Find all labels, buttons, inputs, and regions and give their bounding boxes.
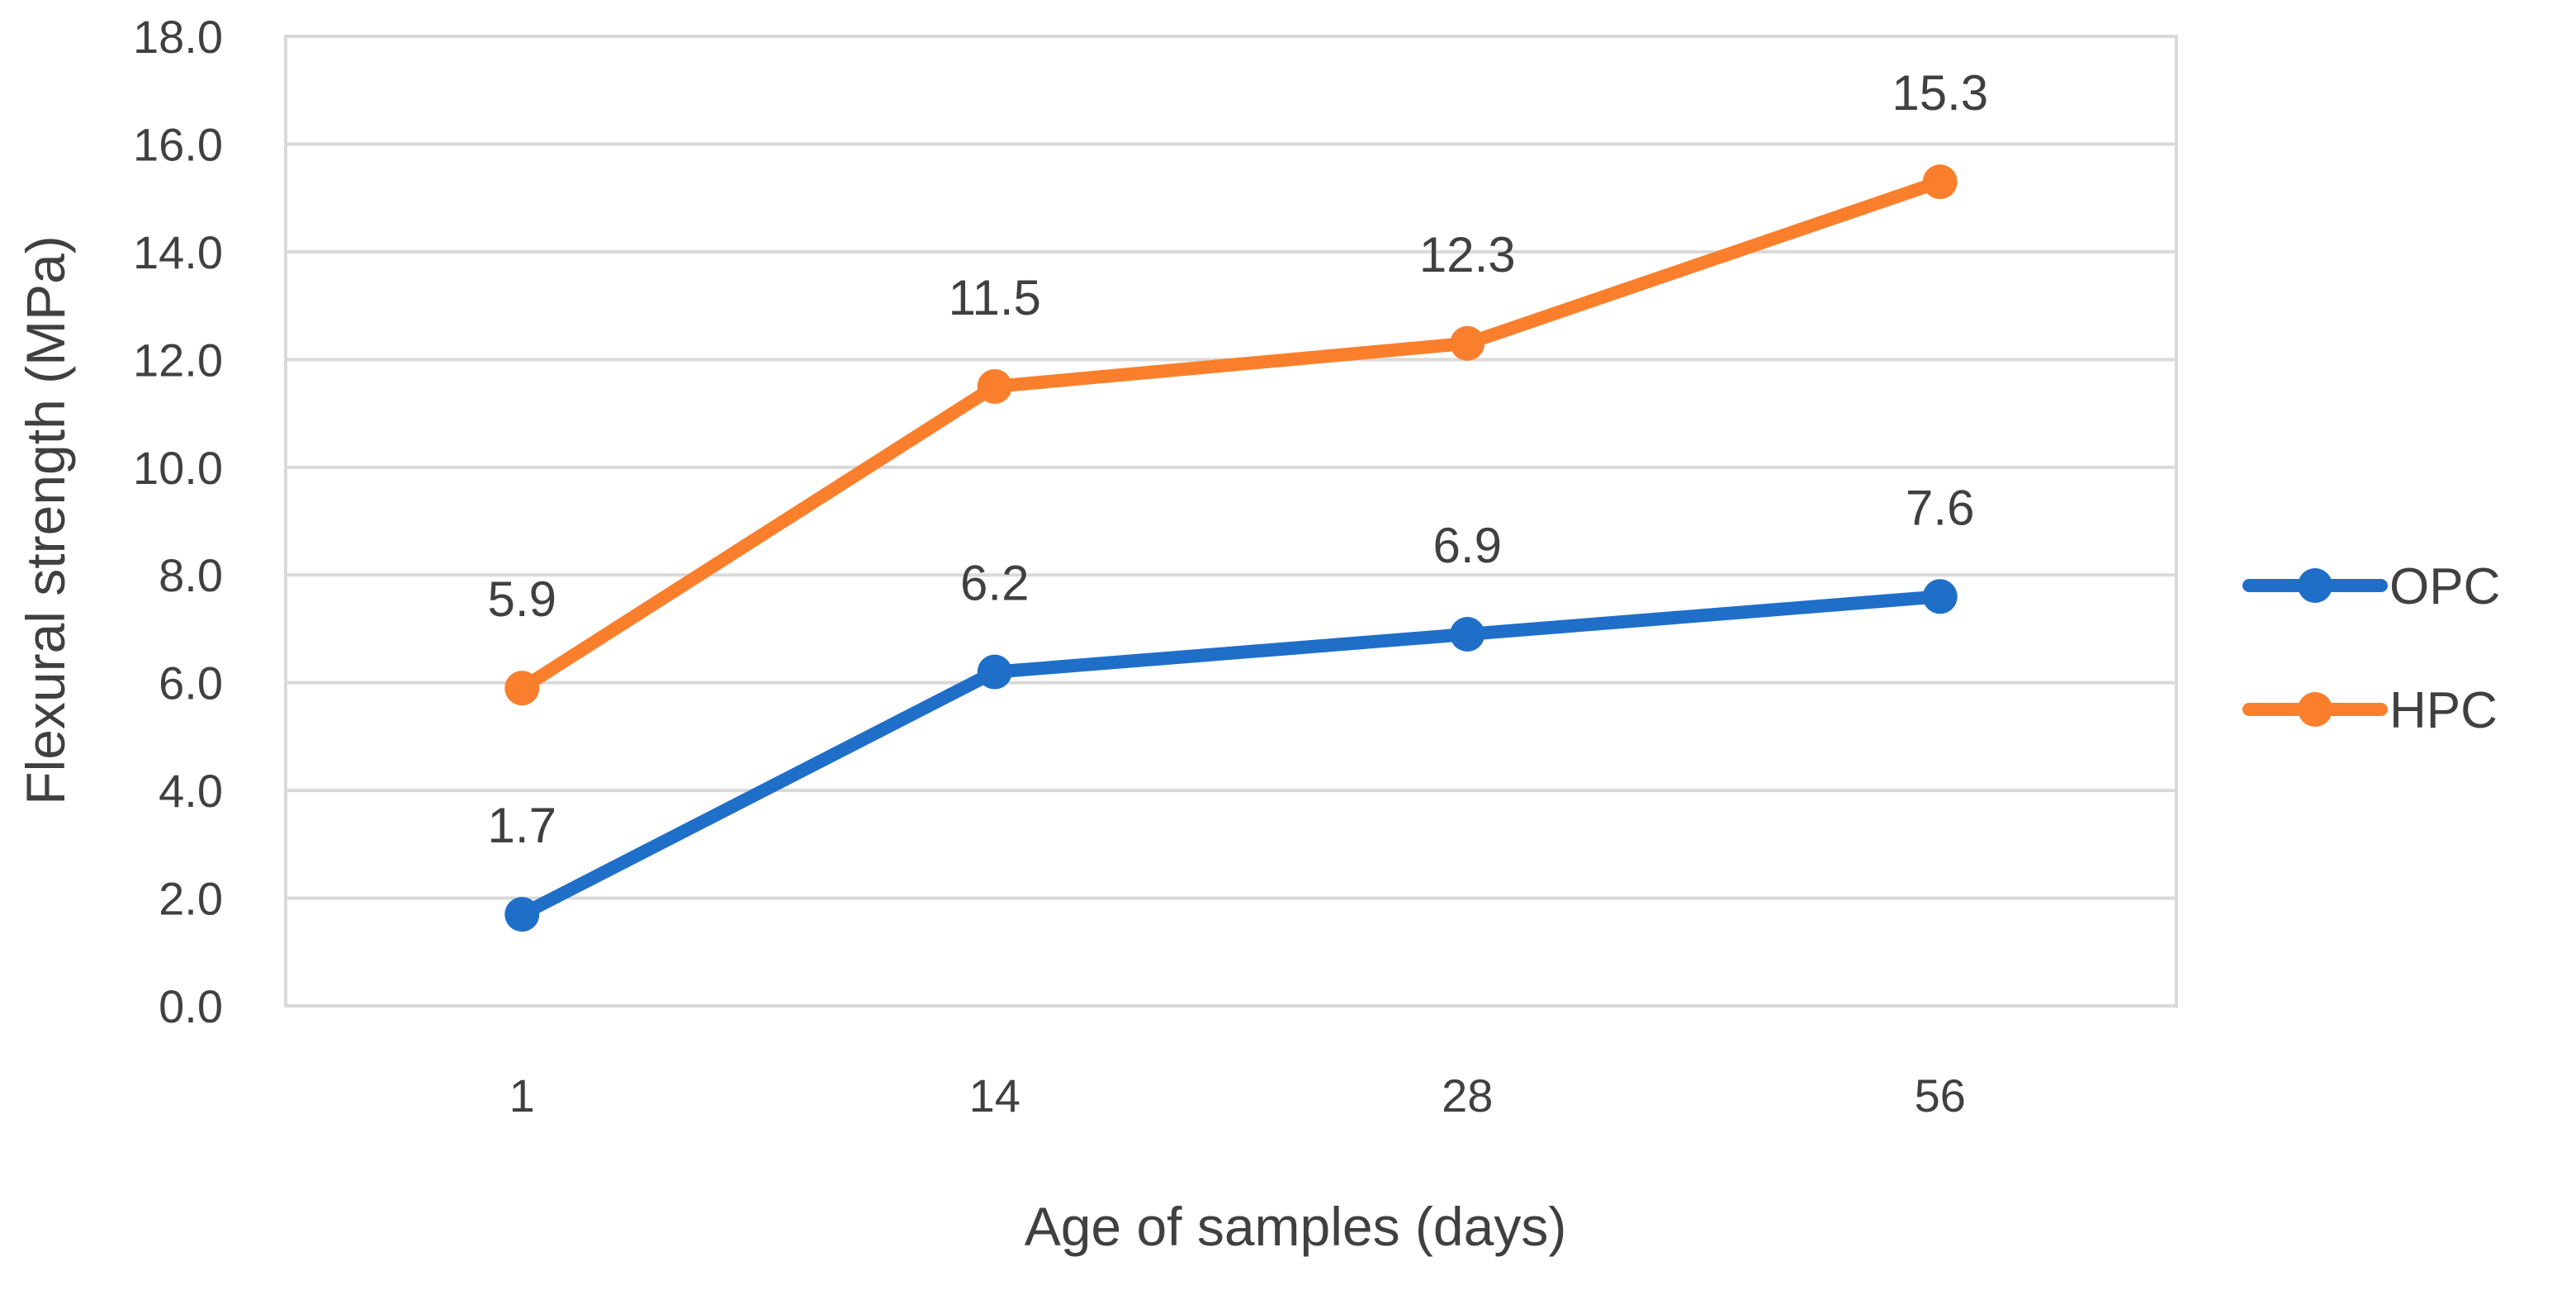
data-point-opc [977, 654, 1012, 690]
legend-swatch-marker-hpc [2298, 692, 2332, 727]
plot-area-border [284, 35, 2178, 1008]
data-labels: 1.7 6.2 6.9 7.6 5.9 11.5 12.3 15.3 [488, 65, 1989, 853]
x-tick-label: 1 [509, 1069, 535, 1122]
y-tick-label: 14.0 [133, 226, 223, 278]
gridlines [286, 142, 2176, 900]
y-tick-label: 2.0 [159, 873, 223, 925]
y-tick-label: 0.0 [159, 980, 223, 1032]
series-line-opc [515, 590, 1947, 922]
legend-swatch-marker-opc [2298, 568, 2332, 603]
data-point-hpc [504, 671, 540, 706]
data-label-hpc: 12.3 [1419, 227, 1516, 282]
series-group [504, 164, 1958, 932]
data-label-hpc: 15.3 [1892, 65, 1988, 121]
x-tick-label: 28 [1442, 1069, 1493, 1122]
x-axis-title: Age of samples (days) [1025, 1196, 1567, 1257]
data-point-hpc [1450, 325, 1485, 361]
x-tick-label: 14 [969, 1069, 1020, 1122]
data-point-hpc [977, 368, 1012, 404]
data-label-opc: 1.7 [488, 798, 556, 853]
y-tick-label: 8.0 [159, 549, 223, 601]
y-axis-ticks: 0.0 2.0 4.0 6.0 8.0 10.0 12.0 14.0 16.0 18.0 [133, 11, 223, 1032]
data-label-opc: 6.2 [960, 556, 1029, 611]
y-axis-title: Flexural strength (MPa) [15, 235, 76, 805]
legend: OPC HPC [2242, 558, 2500, 739]
data-label-opc: 6.9 [1433, 518, 1502, 573]
data-point-opc [1450, 616, 1485, 652]
y-tick-label: 16.0 [133, 118, 223, 170]
data-label-opc: 7.6 [1906, 480, 1974, 535]
x-tick-label: 56 [1915, 1069, 1966, 1122]
series-line-hpc [515, 175, 1947, 695]
y-tick-label: 10.0 [133, 442, 223, 494]
y-tick-label: 12.0 [133, 334, 223, 386]
x-axis-ticks: 1 14 28 56 [509, 1069, 1966, 1122]
y-tick-label: 18.0 [133, 11, 223, 63]
legend-label-hpc: HPC [2389, 682, 2498, 739]
data-point-hpc [1922, 164, 1958, 200]
data-label-hpc: 5.9 [488, 571, 556, 627]
data-label-hpc: 11.5 [949, 270, 1041, 325]
y-tick-label: 6.0 [159, 657, 223, 709]
data-point-opc [504, 897, 540, 932]
data-point-opc [1922, 579, 1958, 614]
legend-label-opc: OPC [2389, 558, 2500, 615]
y-tick-label: 4.0 [159, 765, 223, 817]
